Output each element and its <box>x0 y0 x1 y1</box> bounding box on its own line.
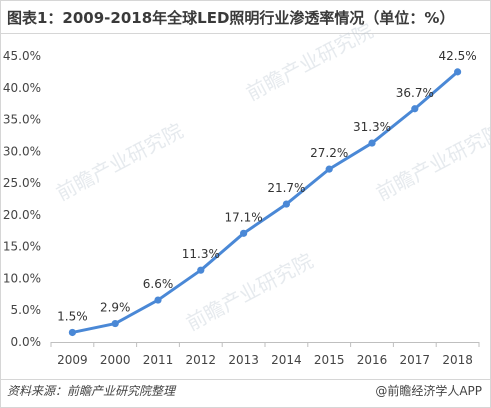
axes: 0.0% 5.0% 10.0% 15.0% 20.0% 25.0% 30.0% 35.0% 40… <box>3 49 480 367</box>
data-label: 31.3% <box>353 120 391 134</box>
y-tick-label: 20.0% <box>3 208 41 222</box>
x-tick-label: 2017 <box>400 353 431 367</box>
data-label: 27.2% <box>310 146 348 160</box>
data-label: 17.1% <box>225 210 263 224</box>
x-tick-label: 2012 <box>186 353 217 367</box>
data-labels: 1.5% 2.9% 6.6% 11.3% 17.1% 21.7% 27.2% 31.3% 36.… <box>57 49 477 324</box>
y-tick-label: 40.0% <box>3 81 41 95</box>
y-tick-label: 15.0% <box>3 240 41 254</box>
title-divider <box>1 33 490 34</box>
y-tick-label: 25.0% <box>3 176 41 190</box>
data-point <box>282 200 290 208</box>
watermark-text: 前瞻产业研究院 <box>182 248 317 335</box>
x-tick-label: 2016 <box>357 353 388 367</box>
series-line <box>70 70 460 334</box>
data-label: 42.5% <box>439 49 477 63</box>
x-tick-label: 2013 <box>228 353 259 367</box>
data-label: 21.7% <box>267 181 305 195</box>
data-point <box>240 229 248 237</box>
data-point <box>454 68 462 76</box>
data-point <box>68 328 76 337</box>
y-tick-label: 45.0% <box>3 49 41 63</box>
x-tick-label: 2014 <box>271 353 302 367</box>
data-label: 6.6% <box>143 277 174 291</box>
data-point <box>154 296 162 304</box>
source-note: 资料来源：前瞻产业研究院整理 <box>7 384 176 398</box>
watermark-text: 前瞻产业研究院 <box>52 118 187 205</box>
data-label: 11.3% <box>182 247 220 261</box>
data-point <box>325 165 333 173</box>
credit-note: @前瞻经济学人APP <box>375 384 482 398</box>
y-tick-label: 0.0% <box>11 335 42 349</box>
x-tick-label: 2011 <box>143 353 174 367</box>
series-layer <box>68 68 462 337</box>
data-point <box>368 139 376 147</box>
chart-title: 图表1：2009-2018年全球LED照明行业渗透率情况（单位：%） <box>7 9 455 27</box>
footer-divider <box>1 379 490 380</box>
data-label: 1.5% <box>57 309 88 323</box>
data-point <box>411 105 419 113</box>
x-tick-label: 2000 <box>100 353 131 367</box>
y-tick-label: 5.0% <box>11 303 42 317</box>
x-tick-label: 2018 <box>442 353 473 367</box>
data-label: 2.9% <box>100 301 131 315</box>
data-point <box>197 266 205 274</box>
y-tick-label: 35.0% <box>3 113 41 127</box>
watermark-text: 前瞻产业研究院 <box>242 18 377 105</box>
y-tick-label: 10.0% <box>3 271 41 285</box>
x-tick-label: 2009 <box>57 353 88 367</box>
data-point <box>111 319 119 328</box>
x-tick-label: 2015 <box>314 353 345 367</box>
data-label: 36.7% <box>396 86 434 100</box>
y-tick-label: 30.0% <box>3 144 41 158</box>
